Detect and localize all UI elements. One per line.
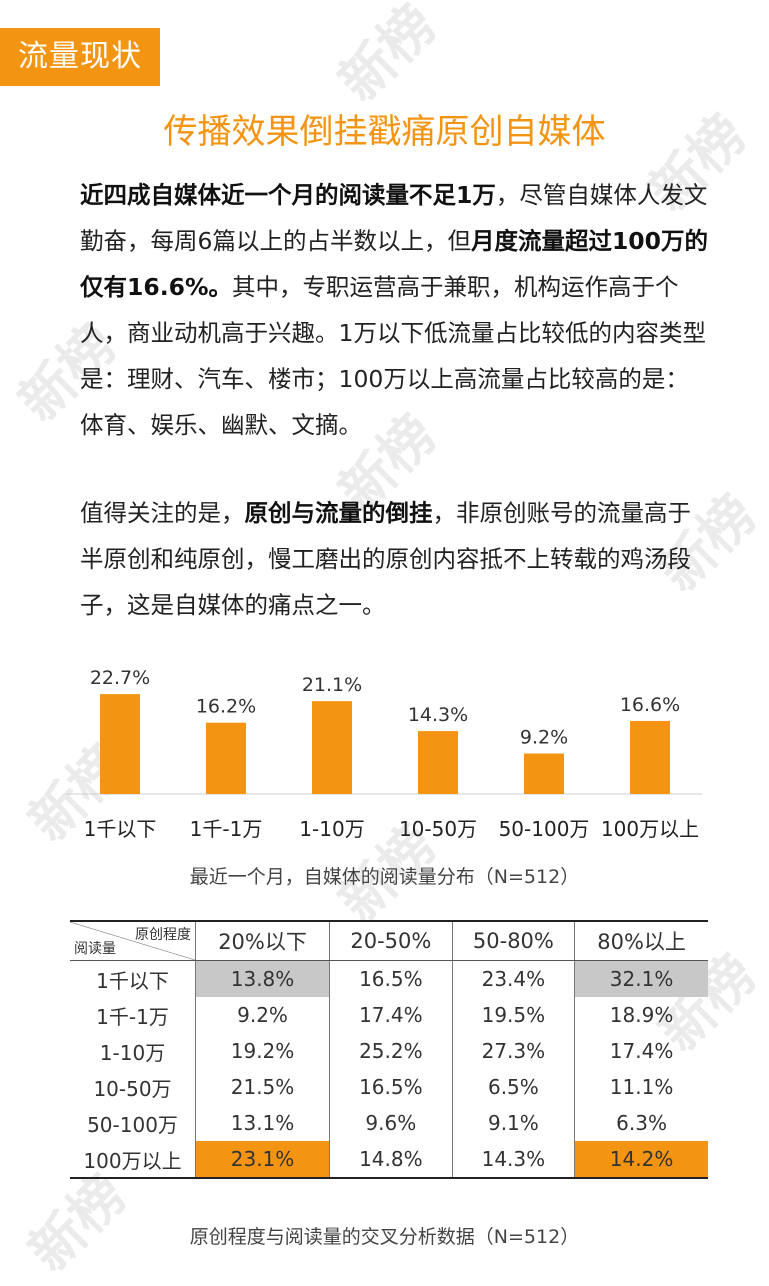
category-label: 1-10万 [299, 817, 364, 841]
page-title: 传播效果倒挂戳痛原创自媒体 [163, 112, 606, 152]
table-cell: 19.5% [452, 997, 576, 1033]
table-caption: 原创程度与阅读量的交叉分析数据（N=512） [189, 1226, 580, 1248]
table-cell: 6.3% [616, 1111, 667, 1135]
table-cell: 14.8% [329, 1141, 453, 1178]
table-cell: 6.5% [452, 1069, 576, 1105]
body-text: 值得关注的是， [80, 499, 245, 527]
table-row: 100万以上 23.1% 14.8% 14.3% 14.2% [70, 1141, 708, 1178]
cross-analysis-table: 原创程度 阅读量 20%以下 20-50% 50-80% 80%以上 1千以下 1… [70, 920, 708, 1179]
bar-chart: 22.7% 1千以下 16.2% 1千-1万 21.1% 1-10万 14.3% 10-50万… [66, 667, 702, 841]
row-label: 100万以上 [70, 1141, 196, 1178]
table-row: 10-50万 21.5% 16.5% 6.5% 11.1% [70, 1069, 708, 1105]
table-cell: 14.2% [574, 1141, 708, 1178]
table-cell: 9.1% [452, 1105, 576, 1141]
emphasis-text: 原创与流量的倒挂 [244, 499, 433, 527]
paragraph-1: 近四成自媒体近一个月的阅读量不足1万，尽管自媒体人发文勤奋，每周6篇以上的占半数… [80, 172, 710, 448]
category-label: 50-100万 [499, 817, 590, 841]
table-cell: 32.1% [574, 960, 708, 997]
bar [312, 701, 352, 794]
paragraph-2: 值得关注的是，原创与流量的倒挂，非原创账号的流量高于半原创和纯原创，慢工磨出的原… [80, 490, 710, 628]
table-cell: 18.9% [609, 1003, 674, 1027]
row-label: 10-50万 [70, 1069, 196, 1105]
table-cell: 16.5% [329, 960, 453, 997]
row-label: 1千以下 [70, 960, 196, 997]
column-header: 20-50% [329, 921, 453, 961]
data-label: 16.6% [620, 694, 680, 716]
watermark: 新榜 [327, 0, 448, 114]
table-cell: 9.2% [195, 997, 331, 1033]
table-cell: 11.1% [609, 1075, 674, 1099]
table-cell: 13.1% [195, 1105, 331, 1141]
table-row: 1千-1万 9.2% 17.4% 19.5% 18.9% [70, 997, 708, 1033]
row-label: 1千-1万 [70, 997, 196, 1033]
table-corner: 原创程度 阅读量 [70, 921, 196, 961]
table-cell: 27.3% [452, 1033, 576, 1069]
table-row: 1-10万 19.2% 25.2% 27.3% 17.4% [70, 1033, 708, 1069]
table-cell: 14.3% [452, 1141, 576, 1178]
table-cell: 16.5% [329, 1069, 453, 1105]
category-label: 1千-1万 [190, 817, 263, 841]
emphasis-text: 近四成自媒体近一个月的阅读量不足1万 [80, 181, 496, 209]
data-label: 14.3% [408, 704, 468, 726]
bar [524, 753, 564, 794]
data-label: 16.2% [196, 696, 256, 718]
row-label: 1-10万 [70, 1033, 196, 1069]
table-row: 50-100万 13.1% 9.6% 9.1% 6.3% [70, 1105, 708, 1141]
table-cell: 25.2% [329, 1033, 453, 1069]
category-label: 1千以下 [84, 817, 157, 841]
table-cell: 17.4% [609, 1039, 674, 1063]
column-header: 20%以下 [195, 921, 331, 961]
chart-caption: 最近一个月，自媒体的阅读量分布（N=512） [189, 866, 580, 888]
body-text: 其中，专职运营高于兼职，机构运作高于个人，商业动机高于兴趣。1万以下低流量占比较… [80, 273, 706, 439]
corner-row-label: 阅读量 [74, 941, 116, 957]
table-cell: 9.6% [329, 1105, 453, 1141]
body-text: ，非原创账号的流量高于半原创和纯原创，慢工磨出的原创内容抵不上转载的鸡汤段子，这… [80, 499, 691, 619]
data-label: 22.7% [90, 667, 150, 689]
body-text: ，尽管自媒体人发文勤奋，每周6篇以上的占半数以上，但 [80, 181, 708, 255]
table-row: 1千以下 13.8% 16.5% 23.4% 32.1% [70, 960, 708, 997]
bar [630, 720, 670, 794]
column-header: 80%以上 [574, 921, 708, 961]
table-cell: 17.4% [329, 997, 453, 1033]
data-label: 21.1% [302, 674, 362, 696]
section-tag: 流量现状 [0, 28, 160, 86]
category-label: 10-50万 [399, 817, 477, 841]
table-cell: 23.4% [452, 960, 576, 997]
table-cell: 19.2% [195, 1033, 331, 1069]
table-cell: 23.1% [195, 1141, 331, 1178]
category-label: 100万以上 [601, 817, 699, 841]
table-cell: 21.5% [195, 1069, 331, 1105]
table-cell: 13.8% [195, 960, 331, 997]
row-label: 50-100万 [70, 1105, 196, 1141]
table-header-row: 原创程度 阅读量 20%以下 20-50% 50-80% 80%以上 [70, 921, 708, 961]
corner-column-label: 原创程度 [135, 927, 191, 943]
bar [206, 722, 246, 794]
data-label: 9.2% [520, 727, 568, 749]
emphasis-text: 月度流量超过100万的仅有16.6%。 [80, 227, 709, 301]
bar [100, 694, 140, 794]
bar [418, 731, 458, 794]
column-header: 50-80% [452, 921, 576, 961]
